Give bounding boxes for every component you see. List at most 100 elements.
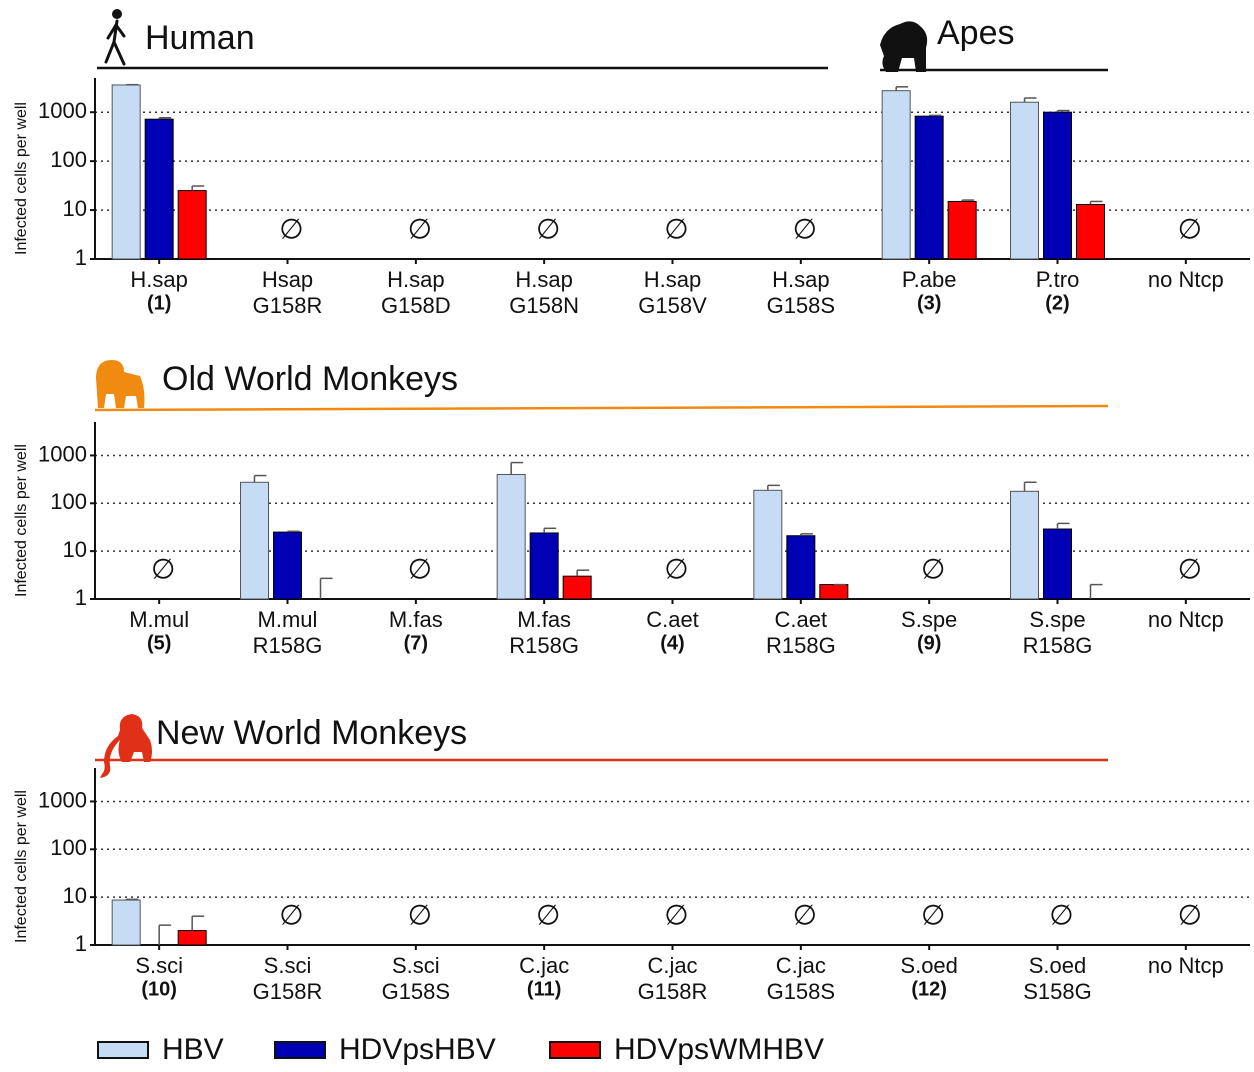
no-data-symbol: ∅ [921, 899, 945, 930]
error-bar [577, 570, 589, 576]
bar [754, 490, 782, 599]
y-tick-label: 10 [63, 196, 87, 221]
x-tick-sublabel: (11) [527, 978, 561, 1000]
x-tick-label: S.sci [135, 953, 183, 978]
x-tick-label: S.sci [392, 953, 440, 978]
bar [948, 201, 976, 259]
error-bar [1025, 482, 1037, 491]
bar [530, 533, 558, 599]
bar [145, 119, 173, 259]
no-data-symbol: ∅ [664, 553, 688, 584]
y-axis-title: Infected cells per well [13, 444, 30, 597]
x-tick-label: S.spe [901, 607, 957, 632]
x-tick-label: C.jac [647, 953, 697, 978]
bar [915, 116, 943, 259]
no-data-symbol: ∅ [1178, 213, 1202, 244]
no-data-symbol: ∅ [279, 899, 303, 930]
x-tick-label: S.spe [1029, 607, 1085, 632]
x-tick-sublabel: R158G [1023, 633, 1093, 658]
y-tick-label: 10 [63, 537, 87, 562]
x-tick-label: S.oed [900, 953, 958, 978]
no-data-symbol: ∅ [536, 899, 560, 930]
x-tick-sublabel: R158G [509, 633, 579, 658]
human-icon [106, 9, 124, 64]
x-tick-label: M.mul [129, 607, 189, 632]
x-tick-label: C.aet [646, 607, 699, 632]
bar [112, 85, 140, 259]
error-bar [126, 899, 138, 900]
error-bar [192, 916, 204, 930]
error-bar [1058, 523, 1070, 529]
x-tick-sublabel: G158D [381, 293, 451, 318]
no-data-symbol: ∅ [279, 213, 303, 244]
y-tick-label: 1 [75, 585, 87, 610]
y-tick-label: 1000 [38, 787, 87, 812]
figure: HumanApesInfected cells per well11010010… [0, 0, 1254, 1067]
bar [274, 532, 302, 599]
bar [497, 474, 525, 599]
x-tick-sublabel: G158R [253, 979, 323, 1004]
no-data-symbol: ∅ [793, 899, 817, 930]
error-bar [255, 476, 267, 483]
legend-label: HDVpsHBV [339, 1033, 496, 1066]
bar [1011, 491, 1039, 599]
x-tick-sublabel: G158S [767, 979, 836, 1004]
x-tick-label: P.abe [902, 267, 957, 292]
no-data-symbol: ∅ [1049, 899, 1073, 930]
x-tick-sublabel: S158G [1023, 979, 1092, 1004]
no-data-symbol: ∅ [408, 213, 432, 244]
error-bar [1025, 98, 1037, 102]
error-bar [544, 528, 556, 533]
no-data-symbol: ∅ [536, 213, 560, 244]
error-bar [159, 925, 171, 945]
y-tick-label: 100 [50, 147, 87, 172]
legend-label: HDVpsWMHBV [614, 1033, 824, 1066]
y-tick-label: 100 [50, 835, 87, 860]
y-tick-label: 1 [75, 245, 87, 270]
bar [241, 482, 269, 599]
bar [1077, 204, 1105, 259]
legend-swatch [550, 1042, 600, 1058]
error-bar [321, 578, 333, 599]
no-data-symbol: ∅ [921, 553, 945, 584]
x-tick-sublabel: (12) [911, 978, 947, 1000]
y-tick-label: 1 [75, 931, 87, 956]
no-data-symbol: ∅ [1178, 553, 1202, 584]
legend-swatch [275, 1042, 325, 1058]
x-tick-label: H.sap [644, 267, 701, 292]
x-tick-label: C.jac [519, 953, 569, 978]
new-world-monkey-icon [100, 714, 152, 778]
no-data-symbol: ∅ [664, 213, 688, 244]
x-tick-sublabel: R158G [253, 633, 323, 658]
bar [1011, 102, 1039, 259]
x-tick-label: M.mul [258, 607, 318, 632]
legend-swatch [98, 1042, 148, 1058]
no-data-symbol: ∅ [408, 553, 432, 584]
x-tick-sublabel: (4) [660, 632, 684, 654]
x-tick-label: Hsap [262, 267, 313, 292]
y-tick-label: 1000 [38, 98, 87, 123]
group-title: New World Monkeys [156, 714, 467, 752]
x-tick-sublabel: R158G [766, 633, 836, 658]
x-tick-sublabel: (9) [917, 632, 941, 654]
bar [178, 931, 206, 945]
x-tick-label: no Ntcp [1148, 953, 1224, 978]
y-tick-label: 1000 [38, 441, 87, 466]
y-axis-title: Infected cells per well [13, 102, 30, 255]
gorilla-icon [880, 21, 927, 72]
bar [820, 585, 848, 599]
no-data-symbol: ∅ [664, 899, 688, 930]
error-bar [192, 186, 204, 191]
x-tick-label: no Ntcp [1148, 607, 1224, 632]
no-data-symbol: ∅ [793, 213, 817, 244]
group-title: Old World Monkeys [162, 360, 458, 398]
error-bar [1091, 585, 1103, 599]
x-tick-sublabel: G158V [638, 293, 707, 318]
bar [563, 576, 591, 599]
y-tick-label: 100 [50, 489, 87, 514]
x-tick-label: M.fas [517, 607, 571, 632]
error-bar [288, 531, 300, 532]
x-tick-sublabel: G158N [509, 293, 579, 318]
x-tick-label: S.oed [1029, 953, 1087, 978]
old-world-monkey-icon [96, 360, 145, 408]
